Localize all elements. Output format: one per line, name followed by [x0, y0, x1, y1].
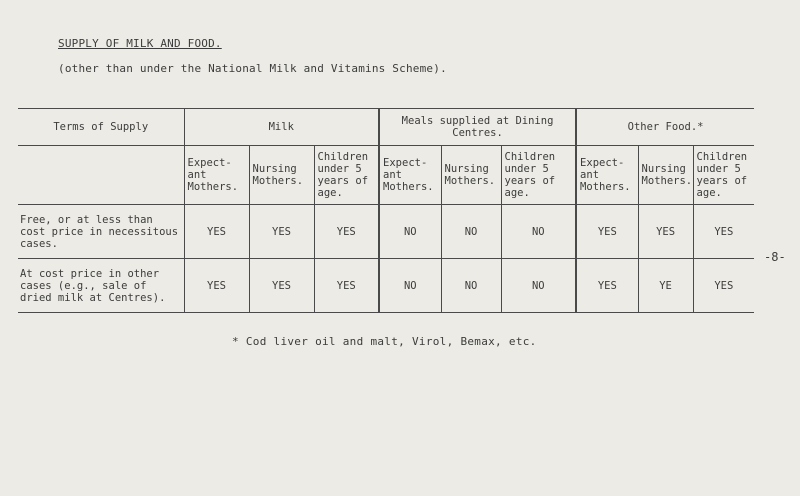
- table-cell: YES: [183, 204, 249, 259]
- table-cell: YES: [183, 258, 249, 313]
- table-cell: YE: [637, 258, 694, 313]
- subheader-milk-nursing: Nursing Mothers.: [248, 145, 314, 205]
- subheader-milk-children: Children under 5 years of age.: [313, 145, 380, 205]
- row-label-cost-price: At cost price in other cases (e.g., sale…: [18, 258, 184, 313]
- subheader-other-nursing: Nursing Mothers.: [637, 145, 694, 205]
- subheader-blank: [18, 145, 184, 205]
- subheader-other-expectant: Expect-ant Mothers.: [575, 145, 639, 205]
- supply-table: Terms of Supply Milk Meals supplied at D…: [18, 108, 755, 313]
- subheader-milk-expectant: Expect-ant Mothers.: [183, 145, 249, 205]
- page-number: -8-: [764, 250, 786, 264]
- document-heading: SUPPLY OF MILK AND FOOD.: [58, 37, 222, 50]
- table-subheader-row: Expect-ant Mothers. Nursing Mothers. Chi…: [18, 145, 755, 205]
- group-header-meals: Meals supplied at Dining Centres.: [378, 108, 577, 146]
- table-group-header-row: Terms of Supply Milk Meals supplied at D…: [18, 108, 755, 146]
- table-cell: YES: [313, 258, 380, 313]
- group-header-milk: Milk: [183, 108, 380, 146]
- table-cell: NO: [500, 204, 577, 259]
- table-cell: NO: [378, 204, 442, 259]
- table-cell: YES: [637, 204, 694, 259]
- subheader-meals-children: Children under 5 years of age.: [500, 145, 577, 205]
- table-cell: NO: [440, 204, 502, 259]
- footnote: * Cod liver oil and malt, Virol, Bemax, …: [232, 335, 537, 348]
- table-row: Free, or at less than cost price in nece…: [18, 204, 755, 259]
- table-cell: YES: [575, 204, 639, 259]
- table-cell: YES: [248, 258, 314, 313]
- subheader-meals-nursing: Nursing Mothers.: [440, 145, 502, 205]
- table-row: At cost price in other cases (e.g., sale…: [18, 258, 755, 313]
- subheader-meals-expectant: Expect-ant Mothers.: [378, 145, 442, 205]
- table-cell: NO: [500, 258, 577, 313]
- document-subheading: (other than under the National Milk and …: [58, 62, 447, 75]
- table-cell: YES: [575, 258, 639, 313]
- table-cell: NO: [378, 258, 442, 313]
- table-cell: NO: [440, 258, 502, 313]
- subheader-other-children: Children under 5 years of age.: [692, 145, 755, 205]
- table-cell: YES: [248, 204, 314, 259]
- row-label-free: Free, or at less than cost price in nece…: [18, 204, 184, 259]
- table-cell: YES: [313, 204, 380, 259]
- group-header-other-food: Other Food.*: [575, 108, 755, 146]
- table-cell: YES: [692, 204, 755, 259]
- table-cell: YES: [692, 258, 755, 313]
- terms-of-supply-header: Terms of Supply: [18, 108, 184, 146]
